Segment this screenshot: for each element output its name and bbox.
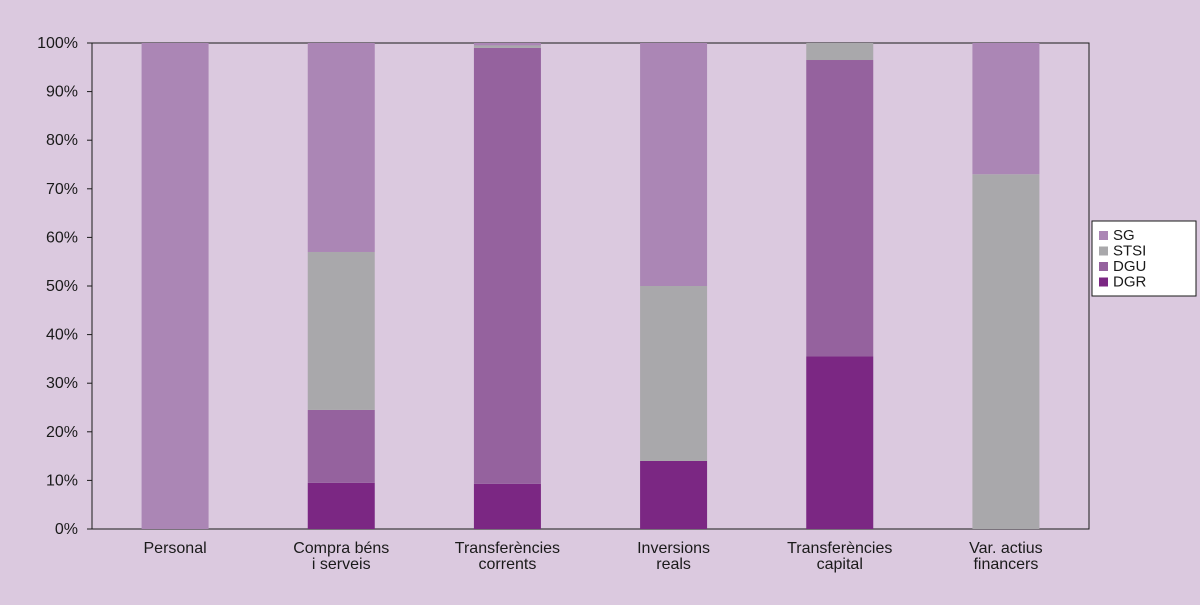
x-category-label-line: financers: [973, 556, 1038, 573]
bars: [141, 43, 1040, 529]
bar-segment-sg: [141, 43, 209, 529]
y-axis: 0% 10% 20% 30% 40% 50% 60% 70% 80% 90% 100%: [37, 35, 1090, 538]
legend-label-stsi: STSI: [1113, 243, 1146, 260]
bar-segment-stsi: [806, 43, 874, 61]
y-tick-label: 90%: [46, 84, 78, 101]
x-category-label-line: Transferències: [787, 540, 892, 557]
x-category-label-line: Transferències: [455, 540, 560, 557]
bar-segment-dgu: [473, 47, 541, 484]
bar-segment-dgu: [806, 60, 874, 357]
legend-box: [1091, 220, 1197, 297]
x-category-label-line: Inversions: [637, 540, 710, 557]
bar-segment-stsi: [640, 286, 708, 461]
bar-segment-dgr: [473, 483, 541, 529]
y-tick-label: 100%: [37, 35, 78, 52]
category-labels: Personal Compra béns i serveis Transferènci…: [144, 540, 1043, 573]
legend-label-dgu: DGU: [1113, 258, 1146, 275]
x-category-label: Transferències capital: [787, 540, 892, 573]
bar-segment-stsi: [972, 174, 1040, 529]
bar-segment-sg: [640, 43, 708, 286]
legend-swatch-stsi: [1099, 246, 1108, 256]
bar-segment-dgr: [307, 482, 375, 529]
plot-frame: [91, 42, 1090, 530]
x-category-label: Personal: [144, 540, 207, 557]
y-tick-label: 0%: [55, 521, 78, 538]
bar-segment-dgr: [640, 460, 708, 529]
x-category-label-line: i serveis: [312, 556, 371, 573]
y-tick-label: 40%: [46, 327, 78, 344]
x-category-label: Var. actius financers: [969, 540, 1043, 573]
x-category-label: Inversions reals: [637, 540, 710, 573]
legend-swatch-dgu: [1099, 262, 1108, 271]
bar-segment-stsi: [473, 45, 541, 48]
x-category-label-line: Personal: [144, 540, 207, 557]
legend-label-dgr: DGR: [1113, 274, 1147, 291]
bar-segment-sg: [972, 43, 1040, 175]
legend-label-sg: SG: [1113, 227, 1135, 244]
bar-segment-sg: [307, 43, 375, 252]
y-tick-label: 70%: [46, 181, 78, 198]
legend-swatch-sg: [1099, 231, 1108, 240]
bar-segment-dgu: [307, 409, 375, 483]
y-tick-label: 80%: [46, 132, 78, 149]
bar-segment-sg: [473, 43, 541, 46]
x-category-label-line: corrents: [479, 556, 537, 573]
legend-swatch-dgr: [1099, 277, 1108, 287]
x-category-label-line: Compra béns: [293, 540, 389, 557]
x-category-label-line: capital: [817, 556, 863, 573]
y-tick-label: 30%: [46, 375, 78, 392]
y-tick-label: 50%: [46, 278, 78, 295]
x-category-label: Compra béns i serveis: [293, 540, 389, 573]
y-tick-label: 60%: [46, 229, 78, 246]
bar-segment-dgr: [806, 356, 874, 529]
y-tick-label: 20%: [46, 424, 78, 441]
x-category-label: Transferències corrents: [455, 540, 560, 573]
x-category-label-line: Var. actius: [969, 540, 1043, 557]
bar-segment-stsi: [307, 251, 375, 410]
x-category-label-line: reals: [656, 556, 691, 573]
y-tick-label: 10%: [46, 472, 78, 489]
